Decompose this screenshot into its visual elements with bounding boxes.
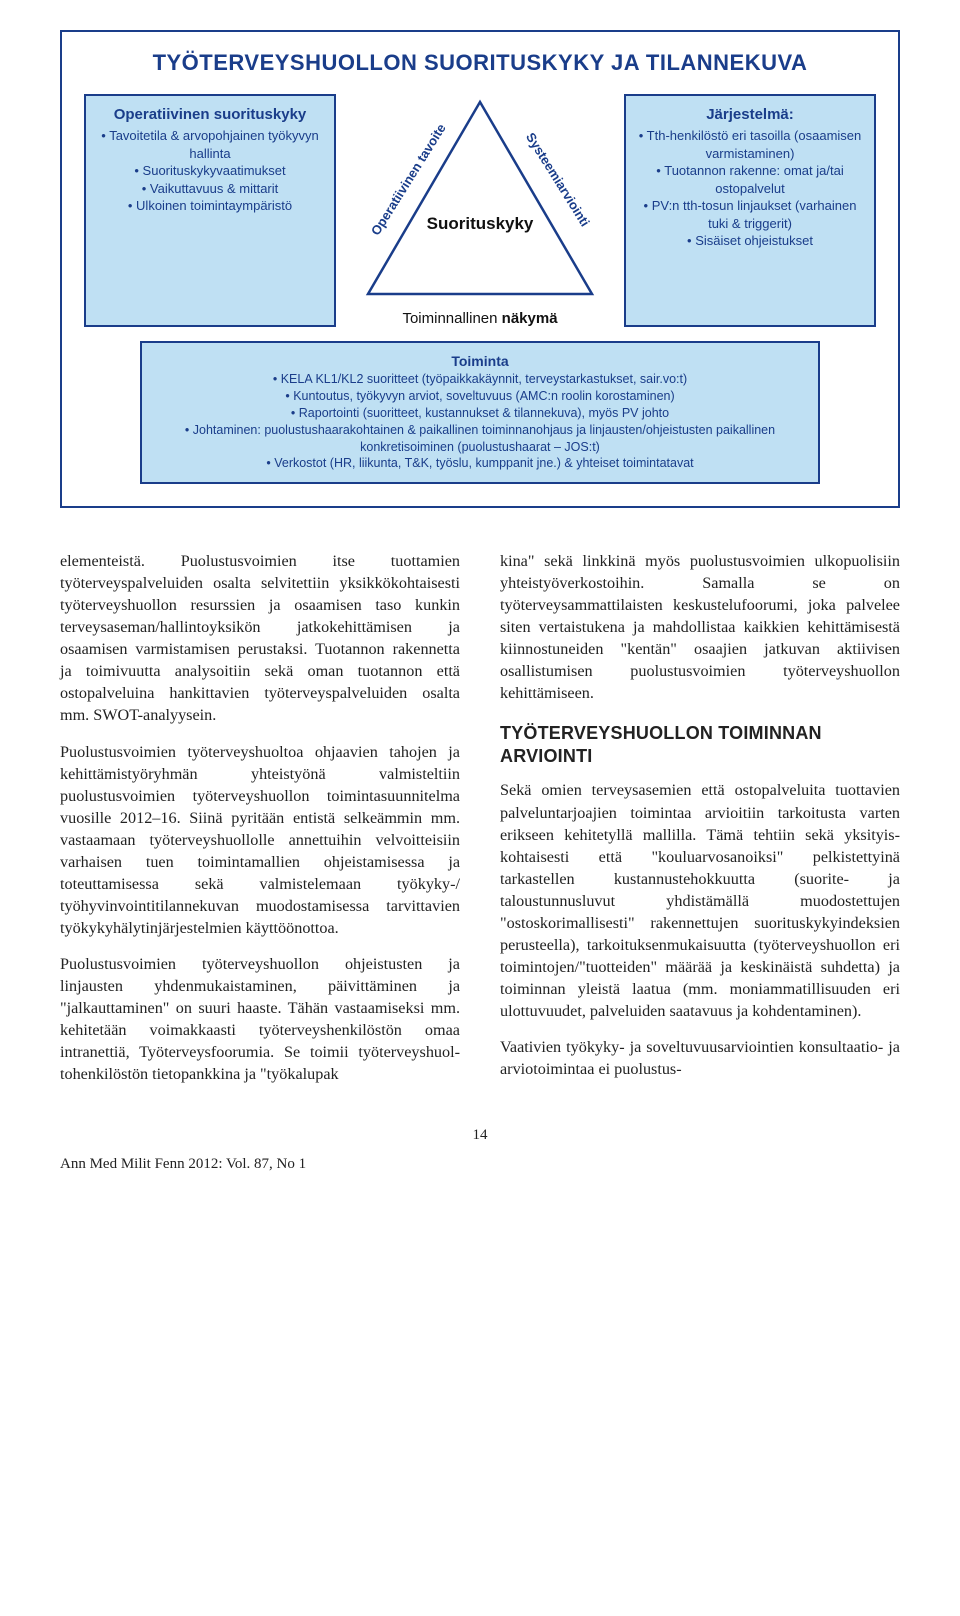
bottom-item: Kuntoutus, työkyvyn arviot, soveltuvuus … (156, 388, 804, 405)
article-columns: elementeistä. Puolustusvoimien itse tuot… (60, 550, 900, 1099)
body-paragraph: Vaativien työkyky- ja soveltuvuusarvioin… (500, 1036, 900, 1080)
body-paragraph: Puolustusvoimien työterveyshuollon ohjei… (60, 953, 460, 1085)
bottom-item: KELA KL1/KL2 suoritteet (työpaikkakäynni… (156, 371, 804, 388)
right-item: PV:n tth-tosun linjaukset (varhainen tuk… (638, 197, 862, 232)
body-paragraph: Sekä omien terveysasemien että ostopalve… (500, 779, 900, 1021)
right-box-list: Tth-henkilöstö eri tasoilla (osaamisen v… (638, 127, 862, 250)
bottom-item: Raportointi (suoritteet, kustannukset & … (156, 405, 804, 422)
page-number: 14 (60, 1127, 900, 1144)
body-paragraph: elementeistä. Puolustusvoimien itse tuot… (60, 550, 460, 726)
section-heading: TYÖTERVEYSHUOLLON TOIMINNAN ARVIOINTI (500, 722, 900, 767)
bottom-item: Verkostot (HR, liikunta, T&K, työslu, ku… (156, 455, 804, 472)
right-column: kina" sekä linkkinä myös puolustusvoimie… (500, 550, 900, 1099)
right-item: Sisäiset ohjeistukset (638, 232, 862, 250)
left-item: Vaikuttavuus & mittarit (98, 180, 322, 198)
bottom-box: Toiminta KELA KL1/KL2 suoritteet (työpai… (140, 341, 820, 484)
triangle-bottom-prefix: Toiminnallinen (402, 310, 501, 327)
left-box-list: Tavoitetila & arvopohjainen työkyvyn hal… (98, 127, 322, 215)
left-box-title: Operatiivinen suorituskyky (98, 106, 322, 123)
triangle-area: Suorituskyky Operatiivinen tavoite Syste… (350, 94, 610, 327)
diagram-title: TYÖTERVEYSHUOLLON SUORITUSKYKY JA TILANN… (84, 50, 876, 76)
triangle-bottom-bold: näkymä (502, 310, 558, 327)
triangle-bottom-label: Toiminnallinen näkymä (402, 310, 557, 327)
right-box: Järjestelmä: Tth-henkilöstö eri tasoilla… (624, 94, 876, 327)
right-item: Tth-henkilöstö eri tasoilla (osaamisen v… (638, 127, 862, 162)
left-column: elementeistä. Puolustusvoimien itse tuot… (60, 550, 460, 1099)
left-box: Operatiivinen suorituskyky Tavoitetila &… (84, 94, 336, 327)
right-box-title: Järjestelmä: (638, 106, 862, 123)
body-paragraph: Puolustusvoimien työterveyshuoltoa ohjaa… (60, 741, 460, 939)
right-item: Tuotannon rakenne: omat ja/tai ostopalve… (638, 162, 862, 197)
left-item: Suorituskykyvaatimukset (98, 162, 322, 180)
body-paragraph: kina" sekä linkkinä myös puolustusvoimie… (500, 550, 900, 704)
bottom-item: Johtaminen: puolustushaarakohtainen & pa… (156, 422, 804, 456)
triangle-core-label: Suorituskyky (427, 214, 534, 234)
journal-footer: Ann Med Milit Fenn 2012: Vol. 87, No 1 (60, 1156, 900, 1173)
diagram-box: TYÖTERVEYSHUOLLON SUORITUSKYKY JA TILANN… (60, 30, 900, 508)
bottom-box-list: KELA KL1/KL2 suoritteet (työpaikkakäynni… (156, 371, 804, 472)
diagram-row: Operatiivinen suorituskyky Tavoitetila &… (84, 94, 876, 327)
bottom-box-title: Toiminta (156, 353, 804, 369)
left-item: Ulkoinen toimintaympäristö (98, 197, 322, 215)
left-item: Tavoitetila & arvopohjainen työkyvyn hal… (98, 127, 322, 162)
